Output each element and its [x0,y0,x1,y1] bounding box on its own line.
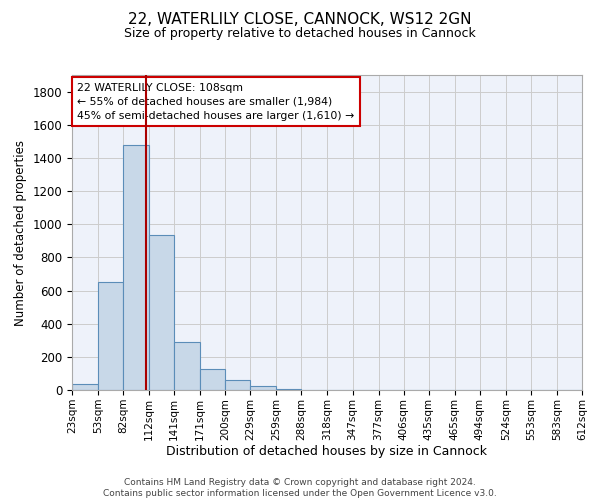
X-axis label: Distribution of detached houses by size in Cannock: Distribution of detached houses by size … [167,446,487,458]
Bar [123,146,149,390]
Y-axis label: Number of detached properties: Number of detached properties [14,140,27,326]
Text: Contains HM Land Registry data © Crown copyright and database right 2024.
Contai: Contains HM Land Registry data © Crown c… [103,478,497,498]
Bar [277,388,301,390]
Bar [225,380,250,390]
Bar [200,370,225,390]
Text: 22, WATERLILY CLOSE, CANNOCK, WS12 2GN: 22, WATERLILY CLOSE, CANNOCK, WS12 2GN [128,12,472,28]
Bar [174,342,200,390]
Text: 22 WATERLILY CLOSE: 108sqm
← 55% of detached houses are smaller (1,984)
45% of s: 22 WATERLILY CLOSE: 108sqm ← 55% of deta… [77,83,355,121]
Bar [98,282,123,390]
Bar [250,386,277,390]
Text: Size of property relative to detached houses in Cannock: Size of property relative to detached ho… [124,28,476,40]
Bar [149,235,174,390]
Bar [72,384,98,390]
